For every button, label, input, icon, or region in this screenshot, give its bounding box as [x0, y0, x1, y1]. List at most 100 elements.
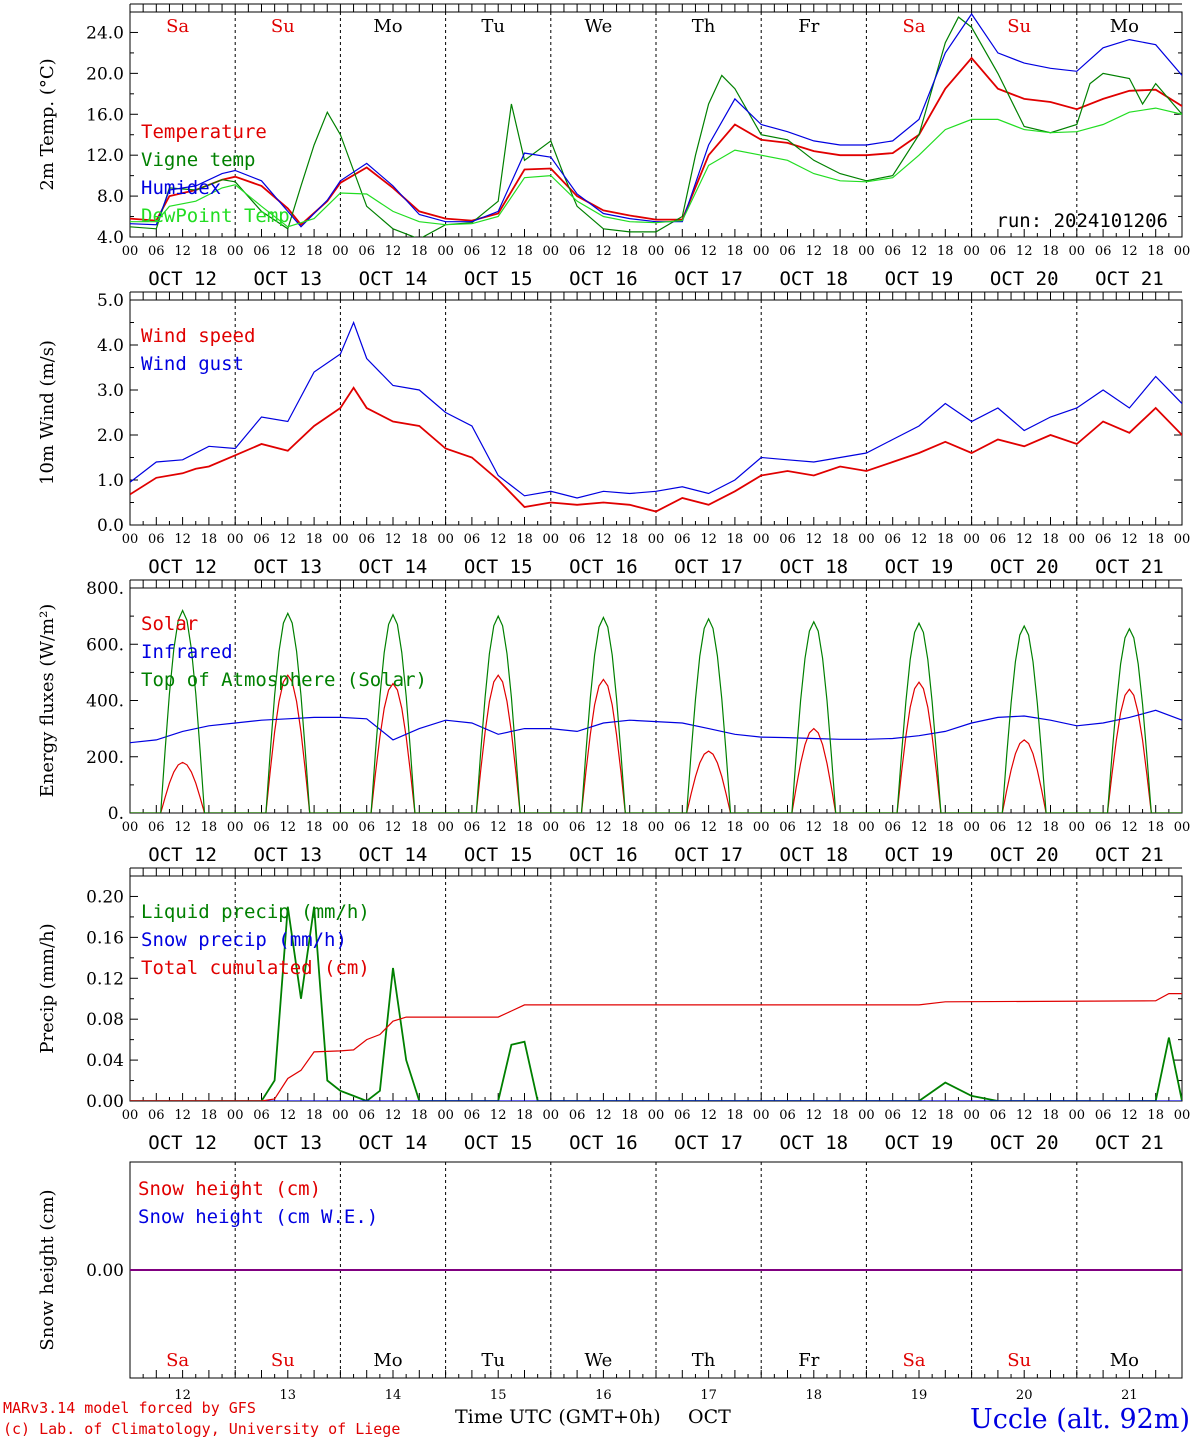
hour-tick-label: 00: [753, 532, 770, 547]
hour-tick-label: 12: [280, 820, 297, 835]
y-axis-label: 10m Wind (m/s): [37, 340, 58, 485]
day-label: OCT 20: [990, 268, 1059, 290]
hour-tick-label: 00: [753, 244, 770, 259]
panel-5: 0.00 Snow height (cm) Sa Su Mo Tu We Th Fr Sa Su Mo…: [37, 1161, 1183, 1403]
hour-tick-label: 18: [201, 244, 218, 259]
hour-tick-label: 06: [253, 1108, 270, 1123]
hour-tick-label: 00: [1069, 820, 1086, 835]
hour-tick-label: 00: [963, 244, 980, 259]
footer-xlabel: Time UTC (GMT+0h): [455, 1406, 661, 1428]
day-label: OCT 20: [990, 844, 1059, 866]
day-label: OCT 12: [148, 268, 217, 290]
hour-tick-label: 18: [411, 820, 428, 835]
weekday-label: Su: [1007, 1350, 1031, 1371]
y-tick-label: 1.0: [97, 471, 124, 491]
day-label: OCT 20: [990, 556, 1059, 578]
hour-tick-label: 12: [280, 532, 297, 547]
hour-tick-label: 00: [648, 244, 665, 259]
day-label: OCT 17: [674, 844, 743, 866]
hour-tick-label: 18: [201, 1108, 218, 1123]
hour-tick-label: 00: [122, 532, 139, 547]
weekday-label: Sa: [166, 16, 189, 37]
hour-tick-label: 18: [306, 532, 323, 547]
hour-tick-label: 12: [911, 820, 928, 835]
hour-tick-label: 18: [201, 532, 218, 547]
legend-entry: Solar: [141, 613, 198, 635]
hour-tick-label: 18: [621, 820, 638, 835]
weekday-label: Fr: [798, 16, 819, 37]
plot-frame: [129, 587, 1183, 814]
hour-tick-label: 06: [990, 244, 1007, 259]
day-label: OCT 13: [253, 1132, 322, 1154]
series-line: [130, 674, 1182, 813]
hour-tick-label: 12: [1016, 532, 1033, 547]
hour-tick-label: 06: [358, 1108, 375, 1123]
hour-tick-label: 00: [543, 1108, 560, 1123]
day-label: OCT 13: [253, 844, 322, 866]
hour-tick-label: 12: [174, 244, 191, 259]
hour-tick-label: 06: [148, 1108, 165, 1123]
day-label: OCT 13: [253, 556, 322, 578]
hour-tick-label: 12: [385, 1108, 402, 1123]
hour-tick-label: 12: [174, 1108, 191, 1123]
hour-tick-label: 18: [621, 532, 638, 547]
hour-tick-label: 00: [1174, 244, 1191, 259]
day-label: OCT 12: [148, 1132, 217, 1154]
hour-tick-label: 06: [884, 820, 901, 835]
y-tick-label: 16.0: [86, 105, 124, 125]
weekday-label: Mo: [373, 16, 402, 37]
hour-tick-label: 18: [1147, 532, 1164, 547]
y-tick-label: 4.0: [97, 336, 124, 356]
hour-tick-label: 00: [858, 1108, 875, 1123]
hour-tick-label: 12: [174, 820, 191, 835]
weekday-label: Tu: [481, 16, 505, 37]
hour-tick-label: 18: [516, 820, 533, 835]
hour-tick-label: 18: [516, 244, 533, 259]
hour-tick-label: 18: [832, 532, 849, 547]
y-tick-label: 0.00: [86, 1092, 124, 1112]
y-tick-label: 0.04: [86, 1051, 124, 1071]
y-tick-label: 0.20: [86, 887, 124, 907]
day-number-label: 13: [280, 1388, 297, 1403]
hour-tick-label: 06: [1095, 244, 1112, 259]
hour-tick-label: 18: [832, 820, 849, 835]
day-label: OCT 21: [1095, 556, 1164, 578]
hour-tick-label: 00: [227, 1108, 244, 1123]
weekday-label: Mo: [1110, 1350, 1139, 1371]
day-label: OCT 16: [569, 556, 638, 578]
hour-tick-label: 18: [1042, 1108, 1059, 1123]
hour-tick-label: 18: [727, 532, 744, 547]
panel-4: 0.00 0.04 0.08 0.12 0.16 0.20 Precip (mm/h) 00 0…: [37, 867, 1190, 1154]
hour-tick-label: 00: [122, 1108, 139, 1123]
hour-tick-label: 12: [595, 820, 612, 835]
day-number-label: 18: [806, 1388, 823, 1403]
hour-tick-label: 18: [516, 1108, 533, 1123]
day-label: OCT 14: [359, 268, 428, 290]
series-line: [130, 386, 1182, 513]
y-tick-label: 0.12: [86, 969, 124, 989]
series-line: [130, 993, 1182, 1101]
hour-tick-label: 06: [569, 244, 586, 259]
hour-tick-label: 18: [411, 1108, 428, 1123]
hour-tick-label: 00: [332, 532, 349, 547]
day-number-label: 15: [490, 1388, 507, 1403]
y-tick-label: 0.08: [86, 1010, 124, 1030]
day-label: OCT 21: [1095, 268, 1164, 290]
day-label: OCT 12: [148, 844, 217, 866]
hour-tick-label: 18: [937, 820, 954, 835]
y-tick-label: 5.0: [97, 291, 124, 311]
hour-tick-label: 12: [1121, 532, 1138, 547]
hour-tick-label: 00: [753, 1108, 770, 1123]
hour-tick-label: 12: [280, 1108, 297, 1123]
y-axis-label: 2m Temp. (°C): [37, 58, 58, 190]
series-line: [130, 12, 1182, 228]
legend-entry: Total cumulated (cm): [141, 957, 370, 979]
hour-tick-label: 18: [937, 244, 954, 259]
hour-tick-label: 00: [332, 1108, 349, 1123]
hour-tick-label: 06: [674, 244, 691, 259]
day-label: OCT 18: [779, 844, 848, 866]
hour-tick-label: 06: [148, 820, 165, 835]
hour-tick-label: 00: [227, 532, 244, 547]
hour-tick-label: 06: [464, 532, 481, 547]
panel-3: 0. 200. 400. 600. 800. Energy fluxes (W/m²) 00…: [37, 579, 1190, 866]
